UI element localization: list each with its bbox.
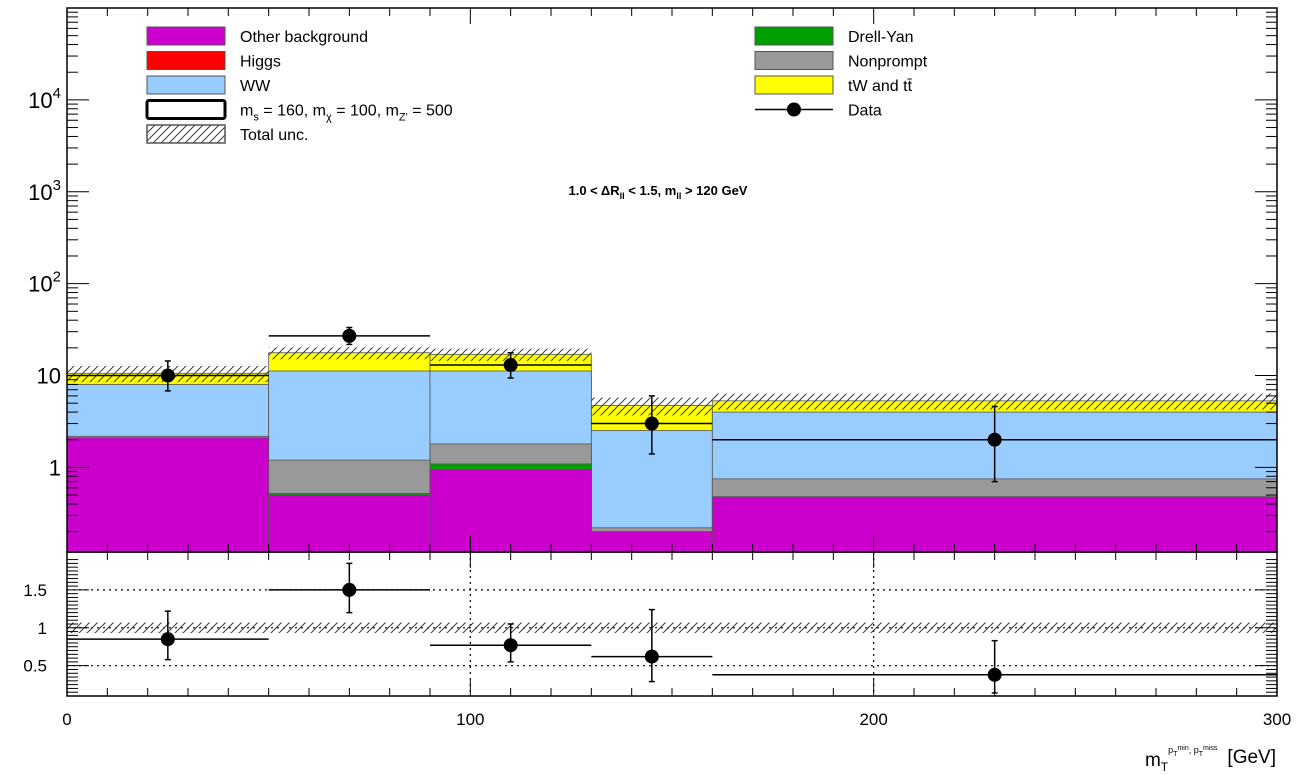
ratio-point-1: [342, 582, 357, 597]
stack-bar-0-3: [590, 531, 713, 552]
unc-band-4: [712, 393, 1277, 410]
legend-swatch: [146, 51, 226, 70]
region-label: 1.0 < ΔRll < 1.5, mll > 120 GeV: [569, 183, 748, 201]
data-point-2: [503, 358, 518, 373]
x-axis-label: mTpTmin, pTmiss [GeV]: [1145, 745, 1276, 774]
main-panel: [67, 326, 1277, 552]
legend-label: tW and tt̄: [848, 78, 913, 95]
legend-unc-swatch: [146, 124, 226, 144]
ratio-point-3: [644, 649, 659, 664]
legend-swatch: [146, 26, 226, 46]
legend-swatch: [754, 75, 834, 95]
legend-entry-13: Data: [755, 102, 882, 120]
ratio-point-2: [503, 638, 518, 653]
y-tick-label-1: 10: [37, 364, 61, 389]
x-tick-label-3: 300: [1263, 710, 1291, 729]
legend-entry-2: WW: [146, 75, 271, 95]
legend-entry-1: Higgs: [146, 51, 281, 71]
stack-bar-0-1: [268, 494, 431, 552]
x-tick-label-1: 100: [456, 710, 484, 729]
y-tick-label-4: 104: [28, 85, 61, 113]
legend-label: Nonprompt: [848, 54, 928, 71]
data-point-0: [160, 368, 175, 383]
legend-label: Other background: [240, 29, 368, 46]
ratio-unc-band: [67, 622, 1277, 634]
legend-label-data: Data: [848, 103, 882, 120]
x-tick-label-2: 200: [859, 710, 887, 729]
stack-bar-0-4: [711, 496, 1277, 552]
y-tick-label-3: 103: [28, 177, 61, 205]
ratio-y-tick-label-1: 1: [38, 619, 47, 638]
legend-data-marker: [787, 102, 801, 117]
legend-entry-3: ms = 160, mχ = 100, mZ' = 500: [145, 99, 453, 124]
legend-label: Drell-Yan: [848, 29, 914, 46]
legend-signal-swatch: [145, 99, 227, 120]
legend: Other background Higgs WW ms = 160, mχ = 10…: [145, 26, 928, 144]
legend-entry-4: Total unc.: [146, 124, 308, 144]
ratio-point-0: [160, 632, 175, 647]
ratio-y-tick-label-2: 1.5: [23, 581, 47, 600]
legend-entry-12: tW and tt̄: [754, 75, 913, 95]
legend-label-signal: ms = 160, mχ = 100, mZ' = 500: [240, 103, 453, 124]
stack-bar-0-2: [429, 469, 592, 552]
ratio-frame: 0.5 1 1.5 0 100 200 300: [23, 551, 1291, 729]
legend-label: Higgs: [240, 54, 281, 71]
data-point-3: [644, 416, 659, 431]
legend-swatch: [754, 26, 834, 46]
main-frame: 1 10 102 103 104: [28, 7, 1278, 553]
legend-label-unc: Total unc.: [240, 127, 308, 144]
data-point-4: [987, 432, 1002, 447]
unc-band-1: [268, 347, 430, 360]
ratio-panel: [67, 552, 1277, 696]
legend-swatch: [754, 51, 834, 70]
y-tick-label-0: 1: [49, 455, 61, 480]
stack-bar-0-0: [67, 437, 270, 552]
legend-entry-10: Drell-Yan: [754, 26, 914, 46]
ratio-y-tick-label-0: 0.5: [23, 657, 47, 676]
ratio-point-4: [987, 667, 1002, 682]
data-point-1: [342, 328, 357, 343]
y-tick-label-2: 102: [28, 269, 61, 297]
legend-label: WW: [240, 78, 271, 95]
x-tick-label-0: 0: [62, 710, 71, 729]
legend-entry-11: Nonprompt: [754, 51, 928, 71]
legend-entry-0: Other background: [146, 26, 368, 46]
legend-swatch: [146, 75, 226, 95]
